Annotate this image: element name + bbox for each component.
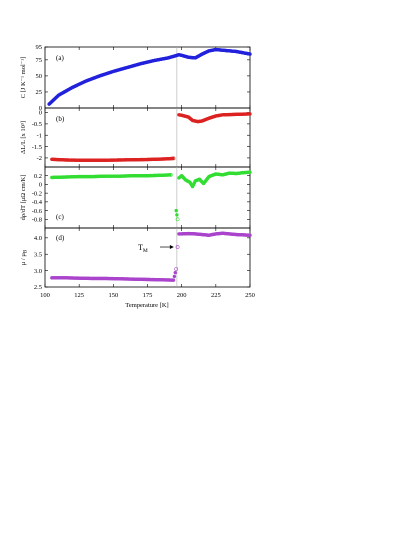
y-tick-label: 95 [36,44,43,51]
panel-label: (d) [56,234,65,242]
data-point [175,245,180,249]
data-point [171,278,176,282]
y-axis-label: ΔL/L [x 10³] [20,121,27,154]
x-tick-label: 150 [108,292,118,299]
y-tick-label: 3.5 [34,251,42,258]
x-axis-label: Temperature [K] [125,302,168,309]
y-tick-label: 2.5 [34,284,42,291]
x-tick-label: 200 [177,292,187,299]
y-tick-label: 0 [39,105,42,112]
x-tick-label: 175 [143,292,153,299]
y-axis-label: C [J K⁻¹ mol⁻¹] [20,57,27,99]
y-axis-label: μ / μB [20,249,29,265]
y-tick-label: 0 [39,110,42,117]
panel-label: (c) [56,213,64,221]
y-tick-label: 0.2 [34,173,42,180]
annotation-label: TM [138,243,148,254]
y-tick-label: -0.6 [32,208,43,215]
y-tick-label: -1 [37,132,42,139]
x-tick-label: 125 [74,292,84,299]
data-series [50,112,252,162]
y-tick-label: 0 [39,182,42,189]
data-point [175,217,180,222]
panel-c: 0.2 0-0.2 -0.4 -0.6-0.8 (c) dρ/dT [μΩ cm/K] [20,166,252,229]
data-series [47,47,252,106]
y-axis-label: dρ/dT [μΩ cm/K] [20,175,27,221]
y-tick-label: -2 [37,155,42,162]
y-tick-label: -0.4 [32,199,43,206]
x-tick-label: 225 [211,292,221,299]
data-point [248,170,252,174]
panel-label: (a) [56,54,64,62]
y-tick-label: 50 [36,73,43,80]
y-tick-label: 4.0 [34,235,42,242]
x-tick-label: 100 [40,292,50,299]
data-point [175,213,179,217]
panel-d: 4.0 3.5 3.0 2.5 (d) μ / μB TM [20,227,252,291]
data-point [168,172,173,177]
data-point [248,112,252,116]
panel-b: 0 -0.5 -1 -1.5 -2 (b) ΔL/L [x 10³] [20,107,252,168]
y-tick-label: 75 [36,57,43,64]
data-series [50,170,252,222]
y-tick-label: 3.0 [34,268,42,275]
y-tick-label: -0.2 [32,190,42,197]
data-point [172,274,177,279]
data-point [248,52,252,56]
annotation-arrowhead [169,245,174,250]
data-point [171,156,176,161]
data-point [248,233,252,237]
data-point [174,267,179,271]
y-tick-label: -1.5 [32,144,42,151]
y-tick-label: -0.5 [32,121,42,128]
x-axis: 100 125 150 175 200 225 250 [40,292,255,299]
y-tick-label: -0.8 [32,216,42,223]
panel-a: 0 25 50 75 95 (a) C [J K⁻¹ mol⁻¹] [20,44,252,112]
data-point [174,208,178,213]
y-tick-label: 25 [36,89,43,96]
data-point [173,270,177,275]
panels: 0 25 50 75 95 (a) C [J K⁻¹ mol⁻¹] 0 -0.5 -1 -1.5 -2… [20,44,252,291]
x-tick-label: 250 [245,292,255,299]
panel-label: (b) [56,115,65,123]
data-series [50,231,252,282]
panel-frame [44,46,251,109]
